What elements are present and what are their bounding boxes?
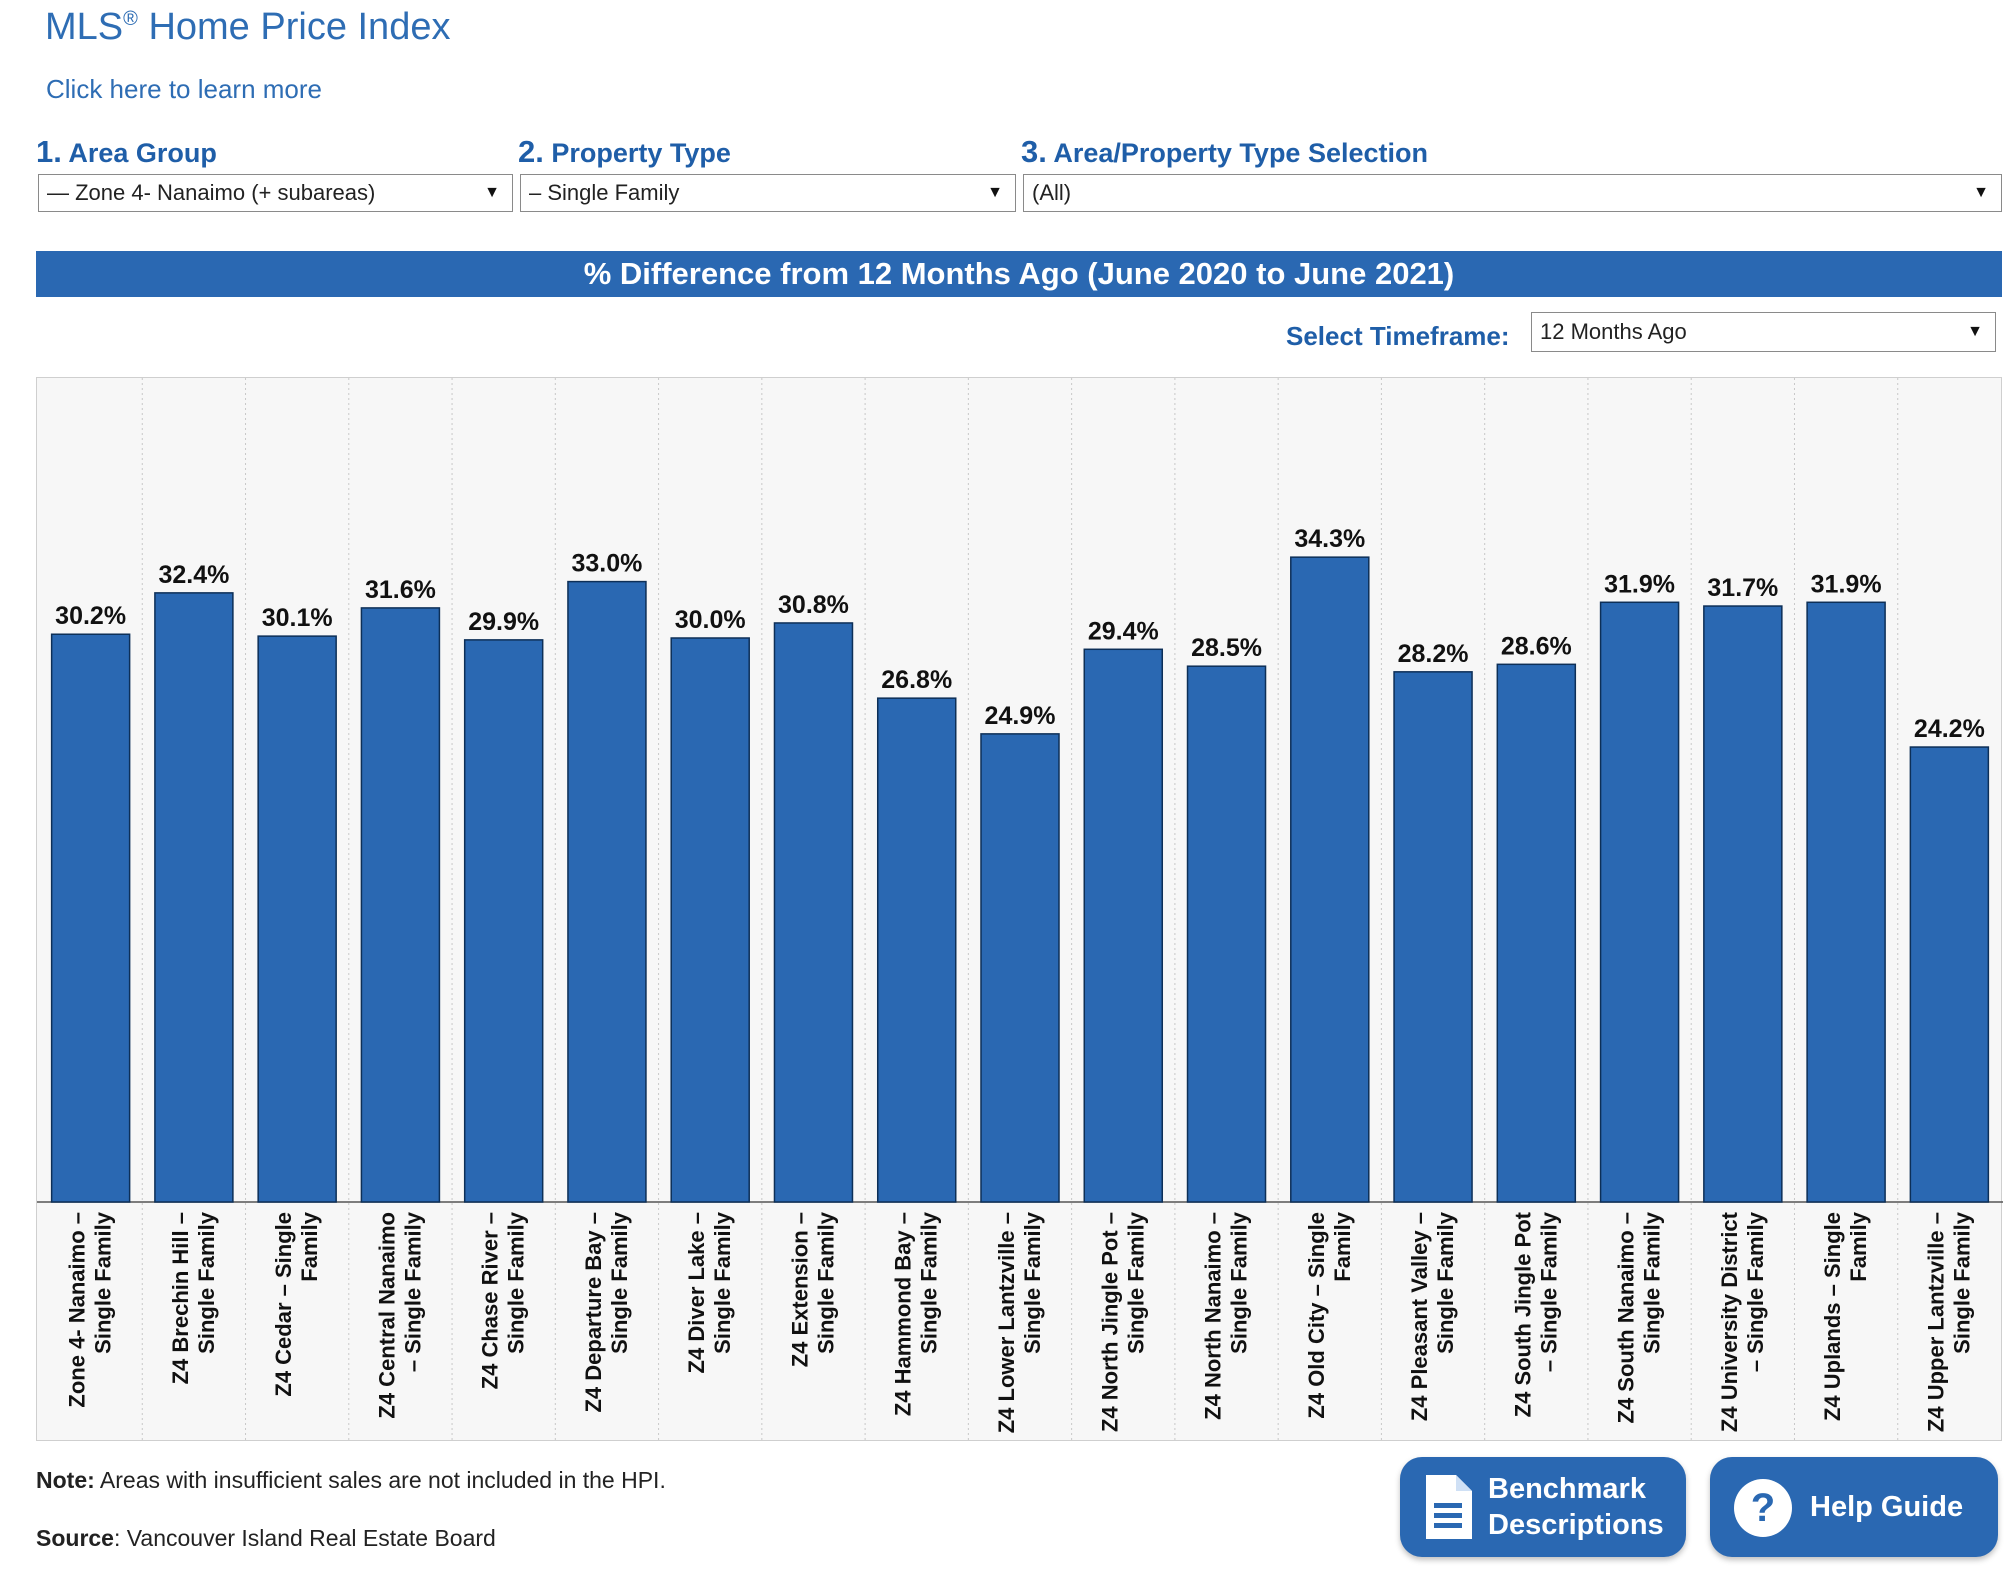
x-tick-label: Z4 Upper Lantzville –Single Family <box>1923 1211 1974 1432</box>
bar-value-label: 30.8% <box>778 591 849 619</box>
x-tick-label: Z4 Brechin Hill –Single Family <box>168 1211 219 1384</box>
property-type-label: 2. Property Type <box>518 134 731 169</box>
property-type-value: – Single Family <box>529 180 680 205</box>
bar-value-label: 33.0% <box>572 550 643 578</box>
x-tick-label: Z4 South Nanaimo –Single Family <box>1614 1211 1665 1423</box>
svg-text:?: ? <box>1751 1486 1775 1530</box>
bar-value-label: 24.2% <box>1914 715 1985 743</box>
help-guide-button[interactable]: ? Help Guide <box>1710 1457 1998 1557</box>
chart-title-banner: % Difference from 12 Months Ago (June 20… <box>36 251 2002 297</box>
area-group-value: — Zone 4- Nanaimo (+ subareas) <box>47 180 376 205</box>
bar-value-label: 28.5% <box>1191 634 1262 662</box>
x-tick-label: Z4 Lower Lantzville –Single Family <box>994 1211 1045 1433</box>
bar[interactable] <box>463 639 544 1203</box>
property-type-select[interactable]: – Single Family ▼ <box>520 174 1016 212</box>
page-title: MLS® Home Price Index <box>45 6 451 48</box>
bar[interactable] <box>1909 746 1990 1203</box>
area-property-selection-select[interactable]: (All) ▼ <box>1023 174 2002 212</box>
bar[interactable] <box>50 633 131 1203</box>
bar-value-label: 29.4% <box>1088 617 1159 645</box>
bar-value-label: 24.9% <box>985 702 1056 730</box>
timeframe-select[interactable]: 12 Months Ago ▼ <box>1531 312 1996 352</box>
bar[interactable] <box>1393 671 1473 1203</box>
bar[interactable] <box>773 622 854 1203</box>
timeframe-value: 12 Months Ago <box>1540 319 1687 344</box>
x-tick-label: Zone 4- Nanaimo –Single Family <box>65 1211 116 1407</box>
benchmark-button-line2: Descriptions <box>1488 1509 1664 1541</box>
area-property-selection-label: 3. Area/Property Type Selection <box>1021 134 1428 169</box>
x-tick-label: Z4 North Jingle Pot –Single Family <box>1097 1211 1148 1432</box>
x-tick-label: Z4 Uplands – SingleFamily <box>1820 1211 1871 1421</box>
bar[interactable] <box>360 607 441 1203</box>
bar[interactable] <box>876 697 957 1203</box>
bar[interactable] <box>1186 665 1267 1203</box>
bar[interactable] <box>1806 601 1886 1203</box>
bar-value-label: 28.6% <box>1501 632 1572 660</box>
bar-value-label: 30.2% <box>55 602 126 630</box>
chevron-down-icon: ▼ <box>484 184 500 201</box>
chevron-down-icon: ▼ <box>987 184 1003 201</box>
bar-value-label: 30.1% <box>262 604 333 632</box>
area-group-select[interactable]: — Zone 4- Nanaimo (+ subareas) ▼ <box>38 174 513 212</box>
bar[interactable] <box>1599 601 1680 1203</box>
bar[interactable] <box>1083 648 1164 1203</box>
learn-more-link[interactable]: Click here to learn more <box>46 74 322 104</box>
bar-chart: 30.2% Zone 4- Nanaimo –Single Family 32.4%… <box>37 378 2003 1442</box>
help-guide-label: Help Guide <box>1810 1491 1964 1523</box>
area-property-selection-value: (All) <box>1032 180 1072 205</box>
bar-value-label: 31.6% <box>365 576 436 604</box>
area-group-label: 1. Area Group <box>36 134 217 169</box>
help-icon: ? <box>1734 1479 1792 1537</box>
note-text: Note: Areas with insufficient sales are … <box>36 1467 666 1493</box>
x-tick-label: Z4 South Jingle Pot– Single Family <box>1510 1211 1561 1417</box>
x-tick-label: Z4 Pleasant Valley –Single Family <box>1407 1211 1458 1421</box>
bar-value-label: 29.9% <box>468 608 539 636</box>
bar[interactable] <box>670 637 750 1203</box>
bar-value-label: 26.8% <box>881 666 952 694</box>
bar-value-label: 30.0% <box>675 606 746 634</box>
benchmark-button-line1: Benchmark <box>1488 1473 1646 1505</box>
x-tick-label: Z4 Extension –Single Family <box>787 1211 838 1367</box>
bar[interactable] <box>1703 605 1783 1203</box>
x-tick-label: Z4 Diver Lake –Single Family <box>684 1211 735 1373</box>
source-text: Source: Vancouver Island Real Estate Boa… <box>36 1525 496 1551</box>
x-tick-label: Z4 North Nanaimo –Single Family <box>1201 1211 1252 1420</box>
x-tick-label: Z4 University District– Single Family <box>1717 1211 1768 1432</box>
bar[interactable] <box>567 580 647 1203</box>
benchmark-descriptions-button[interactable]: Benchmark Descriptions <box>1400 1457 1686 1557</box>
chevron-down-icon: ▼ <box>1967 323 1983 340</box>
x-tick-label: Z4 Hammond Bay –Single Family <box>891 1211 942 1416</box>
bar[interactable] <box>1290 556 1370 1203</box>
x-tick-label: Z4 Departure Bay –Single Family <box>581 1211 632 1412</box>
bar-value-label: 31.9% <box>1604 570 1675 598</box>
chart-panel: 30.2% Zone 4- Nanaimo –Single Family 32.4%… <box>36 377 2003 1442</box>
x-tick-label: Z4 Central Nanaimo– Single Family <box>374 1211 425 1418</box>
bar-value-label: 31.9% <box>1811 570 1882 598</box>
bar[interactable] <box>257 635 337 1203</box>
x-tick-label: Z4 Cedar – SingleFamily <box>271 1211 322 1396</box>
bar[interactable] <box>980 733 1060 1203</box>
bar-value-label: 31.7% <box>1707 574 1778 602</box>
bar[interactable] <box>1496 663 1577 1203</box>
bar-value-label: 32.4% <box>158 561 229 589</box>
x-tick-label: Z4 Old City – SingleFamily <box>1304 1211 1355 1418</box>
chevron-down-icon: ▼ <box>1973 184 1989 201</box>
bar[interactable] <box>154 592 234 1203</box>
document-icon <box>1426 1475 1472 1539</box>
timeframe-label: Select Timeframe: <box>1286 321 1510 351</box>
bar-value-label: 28.2% <box>1398 640 1469 668</box>
x-tick-label: Z4 Chase River –Single Family <box>478 1211 529 1389</box>
bar-value-label: 34.3% <box>1294 525 1365 553</box>
